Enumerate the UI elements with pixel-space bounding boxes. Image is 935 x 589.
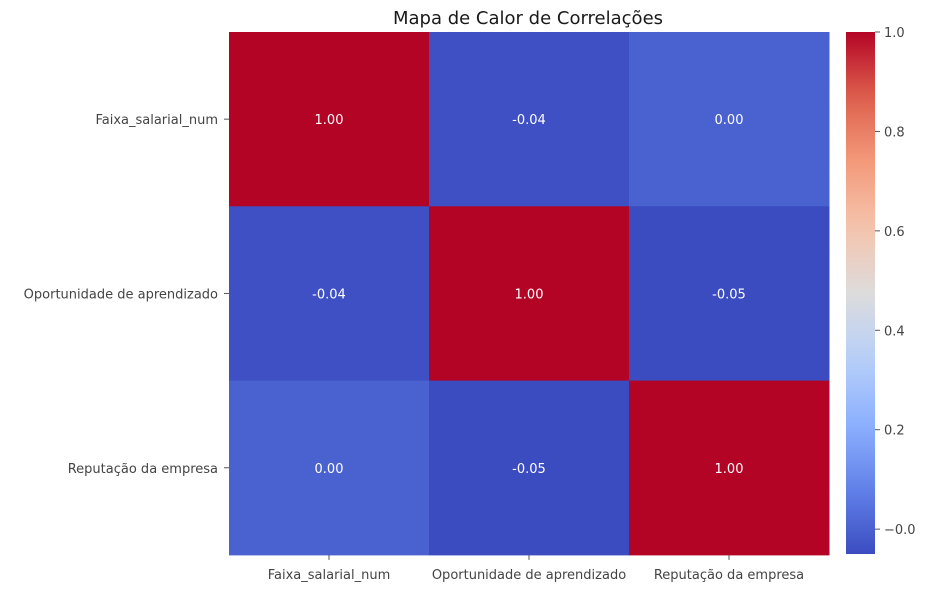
cell-annotation: 1.00: [515, 287, 544, 302]
cell-annotation: -0.05: [512, 462, 546, 477]
x-tick-label: Faixa_salarial_num: [268, 568, 391, 583]
cell-annotation: 0.00: [715, 113, 744, 128]
heatmap-cell: [429, 206, 630, 382]
colorbar: [846, 32, 875, 554]
heatmap-cells: [229, 32, 830, 556]
heatmap-cell: [629, 206, 830, 382]
heatmap-cell: [229, 206, 430, 382]
x-tick-label: Reputação da empresa: [654, 568, 804, 583]
colorbar-tick-label: 0.6: [884, 225, 905, 240]
colorbar-tick-label: 0.2: [884, 424, 905, 439]
cell-annotation: -0.05: [712, 287, 746, 302]
chart-title: Mapa de Calor de Correlações: [393, 8, 663, 29]
heatmap-cell: [629, 32, 830, 207]
colorbar-tick-label: 0.8: [884, 125, 905, 140]
x-axis: Faixa_salarial_num Oportunidade de aprend…: [268, 554, 804, 583]
heatmap-cell: [229, 32, 430, 207]
colorbar-axis: −0.0 0.2 0.4 0.6 0.8 1.0: [875, 26, 916, 538]
x-tick-label: Oportunidade de aprendizado: [432, 568, 626, 583]
cell-annotations: 1.00 -0.04 0.00 -0.04 1.00 -0.05 0.00 -0.05 1.00: [312, 113, 746, 477]
heatmap-cell: [629, 380, 830, 556]
colorbar-tick-label: 0.4: [884, 324, 905, 339]
cell-annotation: 0.00: [315, 462, 344, 477]
y-tick-label: Oportunidade de aprendizado: [24, 287, 218, 302]
colorbar-tick-label: −0.0: [884, 523, 916, 538]
heatmap-cell: [429, 32, 630, 207]
colorbar-tick-label: 1.0: [884, 26, 905, 41]
y-tick-label: Reputação da empresa: [68, 462, 218, 477]
cell-annotation: -0.04: [312, 287, 346, 302]
cell-annotation: -0.04: [512, 113, 546, 128]
heatmap-cell: [429, 380, 630, 556]
cell-annotation: 1.00: [315, 113, 344, 128]
heatmap-cell: [229, 380, 430, 556]
y-tick-label: Faixa_salarial_num: [95, 113, 218, 128]
y-axis: Faixa_salarial_num Oportunidade de aprend…: [24, 113, 229, 477]
cell-annotation: 1.00: [715, 462, 744, 477]
